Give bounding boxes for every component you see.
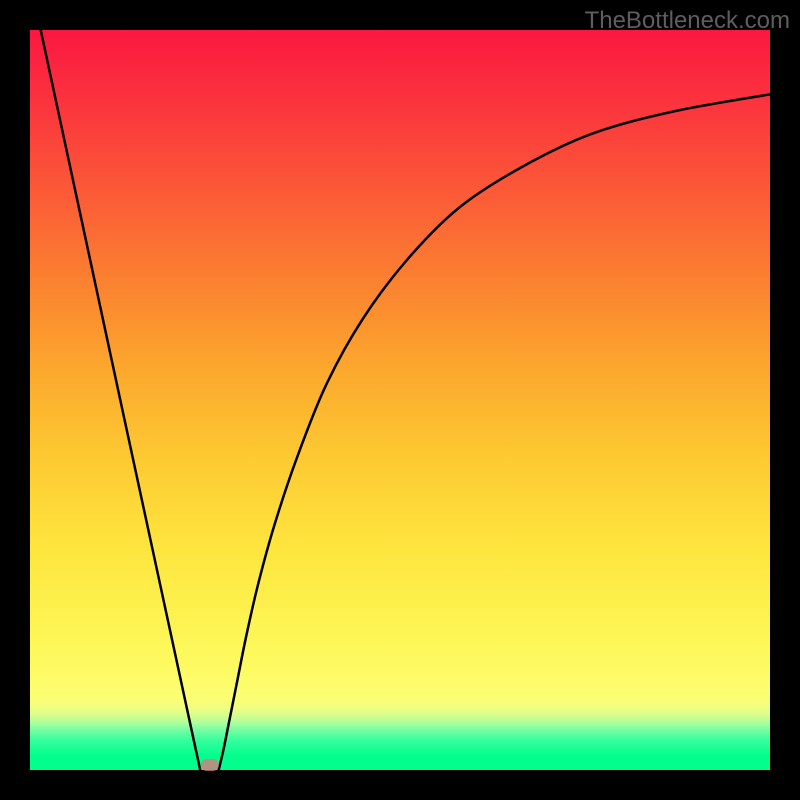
bottleneck-chart: TheBottleneck.com [0, 0, 800, 800]
gradient-background [30, 30, 770, 770]
minimum-marker [201, 759, 219, 771]
chart-svg [0, 0, 800, 800]
